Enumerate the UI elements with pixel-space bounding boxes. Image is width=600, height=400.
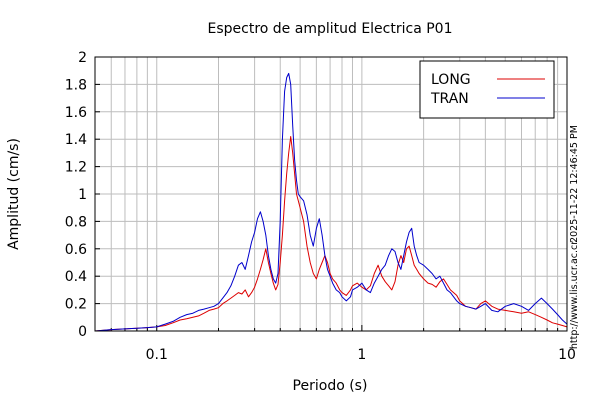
y-tick-label: 1.2 xyxy=(65,160,87,176)
y-tick-label: 1 xyxy=(78,187,87,203)
y-tick-labels: 0 0.2 0.4 0.6 0.8 1 1.2 1.4 1.6 1.8 2 xyxy=(65,50,87,340)
chart-title: Espectro de amplitud Electrica P01 xyxy=(208,21,453,37)
legend-label-long: LONG xyxy=(431,72,471,88)
series-line-long xyxy=(94,136,568,332)
series-lines xyxy=(94,72,568,332)
x-axis-label: Periodo (s) xyxy=(293,378,368,394)
y-tick-label: 2 xyxy=(78,50,87,66)
timestamp-text: 2025-11-22 12:46:45 PM xyxy=(569,125,580,243)
y-axis-label: Amplitud (cm/s) xyxy=(6,138,22,250)
x-tick-label: 1 xyxy=(357,347,366,363)
plot-frame xyxy=(94,56,568,332)
y-tick-label: 1.6 xyxy=(65,105,87,121)
legend-box xyxy=(419,60,555,119)
grid-lines xyxy=(94,56,568,332)
x-tick-label: 10 xyxy=(558,347,576,363)
y-tick-label: 0.2 xyxy=(65,297,87,313)
y-tick-label: 0.8 xyxy=(65,214,87,230)
y-tick-label: 0.6 xyxy=(65,242,87,258)
legend: LONG TRAN xyxy=(419,60,555,119)
website-text: http://www.lis.ucr.ac.cr xyxy=(569,241,580,349)
x-tick-label: 0.1 xyxy=(146,347,168,363)
y-tick-label: 1.4 xyxy=(65,132,87,148)
y-tick-label: 1.8 xyxy=(65,77,87,93)
legend-label-tran: TRAN xyxy=(430,91,469,107)
x-tick-labels: 0.1 1 10 xyxy=(146,347,576,363)
y-tick-label: 0 xyxy=(78,324,87,340)
series-line-tran xyxy=(94,72,568,332)
y-tick-label: 0.4 xyxy=(65,269,87,285)
